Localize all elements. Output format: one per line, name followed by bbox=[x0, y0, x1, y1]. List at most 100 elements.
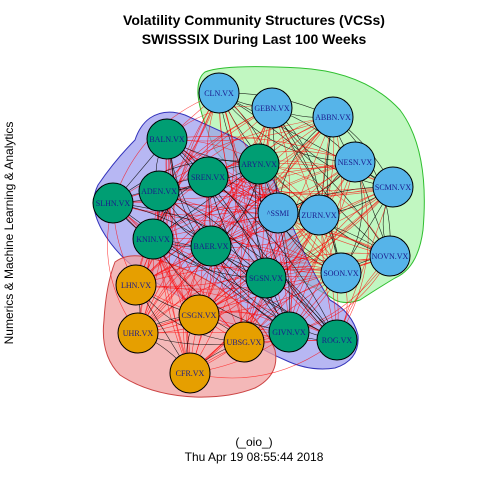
node-circle bbox=[190, 225, 232, 267]
node-label: GEBN.VX bbox=[254, 104, 290, 113]
edge bbox=[112, 202, 245, 343]
node-sren-vx: SREN.VX bbox=[187, 156, 229, 198]
edge bbox=[166, 136, 356, 163]
node-lhn-vx: LHN.VX bbox=[115, 264, 157, 306]
node-circle bbox=[115, 264, 157, 306]
node-circle bbox=[245, 257, 287, 299]
node-circle bbox=[372, 166, 414, 208]
edge bbox=[137, 312, 338, 341]
node-circle bbox=[369, 235, 411, 277]
edge bbox=[152, 238, 342, 274]
node-knin-vx: KNIN.VX bbox=[132, 218, 174, 260]
node-aryn-vx: ARYN.VX bbox=[238, 143, 280, 185]
edge bbox=[189, 214, 320, 374]
node-label: SREN.VX bbox=[191, 173, 225, 182]
node-circle bbox=[238, 143, 280, 185]
node-zurn-vx: ZURN.VX bbox=[298, 194, 340, 236]
node-label: NESN.VX bbox=[338, 158, 373, 167]
node-label: GIVN.VX bbox=[272, 328, 306, 337]
edge bbox=[189, 107, 273, 374]
edge bbox=[112, 202, 191, 374]
footer-timestamp: Thu Apr 19 08:55:44 2018 bbox=[185, 450, 324, 464]
node-label: SLHN.VX bbox=[96, 199, 131, 208]
edge bbox=[166, 138, 267, 279]
node-label: SOON.VX bbox=[323, 269, 359, 278]
node-label: ADEN.VX bbox=[141, 187, 177, 196]
node-uhr-vx: UHR.VX bbox=[117, 312, 159, 354]
node-gebn-vx: GEBN.VX bbox=[251, 87, 293, 129]
edge bbox=[218, 92, 338, 341]
node-circle bbox=[312, 96, 354, 138]
node-cln-vx: CLN.VX bbox=[198, 72, 240, 114]
network-nodes: CLN.VX GEBN.VX ABBN.VX NESN.VX SCMN.VX ^SSMI Z… bbox=[92, 72, 414, 394]
node-novn-vx: NOVN.VX bbox=[369, 235, 411, 277]
chart-subtitle: SWISSSIX During Last 100 Weeks bbox=[142, 31, 367, 47]
node-label: UHR.VX bbox=[123, 329, 154, 338]
edge bbox=[137, 176, 209, 334]
node-label: CFR.VX bbox=[176, 369, 205, 378]
edge bbox=[112, 116, 334, 204]
edge bbox=[243, 116, 335, 343]
node-scmn-vx: SCMN.VX bbox=[372, 166, 414, 208]
node-circle bbox=[268, 311, 310, 353]
node-ubsg-vx: UBSG.VX bbox=[223, 321, 265, 363]
edge bbox=[207, 176, 290, 333]
edge bbox=[137, 163, 260, 334]
node-label: LHN.VX bbox=[121, 281, 151, 290]
node-label: ABBN.VX bbox=[315, 113, 351, 122]
edge bbox=[218, 92, 394, 188]
edge bbox=[243, 161, 356, 343]
edge bbox=[210, 186, 394, 247]
edge bbox=[198, 252, 391, 316]
node-circle bbox=[178, 294, 220, 336]
node-slhn-vx: SLHN.VX bbox=[92, 182, 134, 224]
side-label: Numerics & Machine Learning & Analytics bbox=[2, 122, 16, 345]
edge bbox=[189, 161, 356, 374]
edge bbox=[166, 138, 342, 274]
node-baln-vx: BALN.VX bbox=[146, 118, 188, 160]
node-circle bbox=[223, 321, 265, 363]
edge bbox=[137, 116, 334, 334]
edge bbox=[258, 163, 290, 333]
edge bbox=[288, 186, 394, 333]
node-circle bbox=[146, 118, 188, 160]
edge bbox=[336, 161, 369, 341]
edge bbox=[198, 186, 394, 316]
node-label: BAER.VX bbox=[194, 242, 229, 251]
edge bbox=[258, 163, 391, 257]
node-circle bbox=[251, 87, 293, 129]
edge bbox=[158, 190, 290, 333]
edge bbox=[137, 212, 279, 334]
node-label: CSGN.VX bbox=[182, 311, 217, 320]
edge bbox=[152, 161, 356, 240]
node-circle bbox=[334, 141, 376, 183]
node-ssmi: ^SSMI bbox=[257, 192, 299, 234]
edge bbox=[198, 116, 334, 316]
edge bbox=[166, 138, 394, 196]
node-circle bbox=[257, 192, 299, 234]
node-csgn-vx: CSGN.VX bbox=[178, 294, 220, 336]
node-givn-vx: GIVN.VX bbox=[268, 311, 310, 353]
node-circle bbox=[132, 218, 174, 260]
node-circle bbox=[169, 352, 211, 394]
edge bbox=[112, 202, 267, 279]
edge bbox=[218, 92, 267, 279]
node-circle bbox=[138, 170, 180, 212]
node-sgsn-vx: SGSN.VX bbox=[245, 257, 287, 299]
node-baer-vx: BAER.VX bbox=[190, 225, 232, 267]
edge bbox=[112, 202, 290, 333]
node-label: ^SSMI bbox=[267, 209, 290, 218]
edge bbox=[135, 163, 260, 286]
edge bbox=[243, 255, 391, 343]
node-aden-vx: ADEN.VX bbox=[138, 170, 180, 212]
edge bbox=[198, 161, 356, 316]
edge bbox=[135, 284, 338, 341]
node-label: ARYN.VX bbox=[241, 160, 277, 169]
footer-handle: (_oio_) bbox=[235, 435, 272, 449]
edge bbox=[189, 255, 391, 374]
node-label: SCMN.VX bbox=[375, 183, 411, 192]
node-label: SGSN.VX bbox=[249, 274, 283, 283]
edge bbox=[189, 212, 279, 374]
node-circle bbox=[198, 72, 240, 114]
